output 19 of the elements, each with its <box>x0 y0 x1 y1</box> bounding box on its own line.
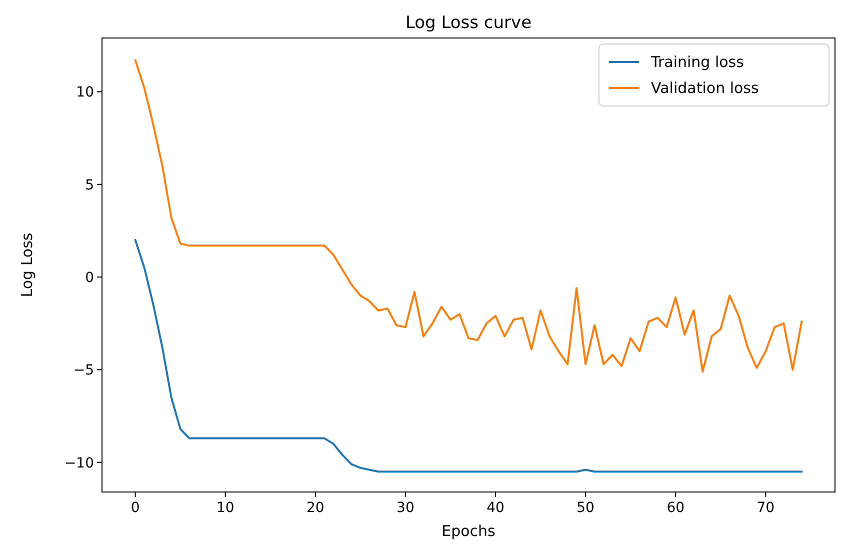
x-tick-label: 70 <box>756 500 775 516</box>
chart-title: Log Loss curve <box>405 13 532 33</box>
y-tick-label: 10 <box>76 84 94 101</box>
x-axis-title: Epochs <box>442 522 496 540</box>
x-tick-label: 40 <box>486 500 504 516</box>
y-tick-label: 5 <box>85 177 94 194</box>
x-tick-label: 60 <box>666 500 685 516</box>
y-tick-label: −5 <box>73 362 94 379</box>
y-tick-label: −10 <box>64 455 94 472</box>
x-tick-label: 20 <box>306 500 324 516</box>
x-tick-label: 10 <box>216 500 234 516</box>
x-tick-label: 50 <box>576 500 594 516</box>
x-tick-label: 30 <box>396 500 414 516</box>
legend-label: Training loss <box>650 53 744 71</box>
x-tick-label: 0 <box>130 500 140 516</box>
legend-label: Validation loss <box>651 79 759 97</box>
y-tick-label: 0 <box>85 270 94 286</box>
line-series <box>134 238 803 473</box>
y-axis-title: Log Loss <box>18 232 36 298</box>
